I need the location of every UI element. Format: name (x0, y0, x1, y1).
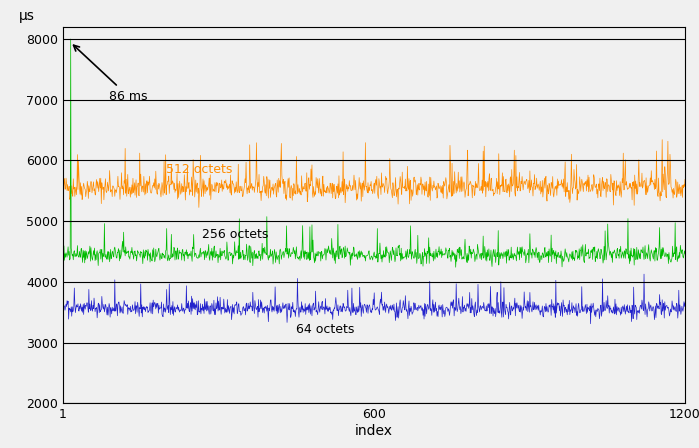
Text: 64 octets: 64 octets (296, 323, 354, 336)
Text: 256 octets: 256 octets (203, 228, 269, 241)
Text: µs: µs (20, 9, 35, 23)
Text: 86 ms: 86 ms (73, 45, 147, 103)
X-axis label: index: index (355, 424, 393, 438)
Text: 512 octets: 512 octets (166, 163, 233, 176)
